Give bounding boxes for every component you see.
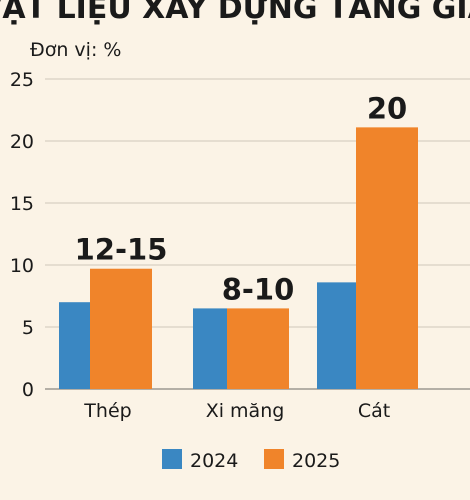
unit-label: Đơn vị: % [30, 39, 121, 61]
bar-2024 [193, 308, 227, 389]
y-tick-label: 15 [10, 193, 34, 215]
data-label: 8-10 [222, 272, 295, 306]
legend-label: 2024 [190, 450, 238, 472]
bar-2024 [59, 302, 90, 389]
y-tick-label: 5 [22, 317, 34, 339]
bar-2025 [90, 268, 152, 389]
y-tick-label: 25 [10, 69, 34, 91]
data-label: 20 [367, 91, 407, 125]
y-axis: 0 5 10 15 20 25 [10, 69, 34, 401]
legend-swatch [162, 449, 182, 469]
y-tick-label: 0 [22, 379, 34, 401]
chart-title: VẬT LIỆU XÂY DỰNG TĂNG GIÁ [0, 0, 470, 26]
data-labels: 12-15 8-10 20 [75, 91, 408, 306]
bar-2025 [227, 308, 289, 389]
bar-2025 [356, 127, 418, 390]
legend: 2024 2025 [162, 449, 340, 472]
data-label: 12-15 [75, 233, 168, 267]
x-tick-label: Xi măng [206, 400, 285, 422]
bar-2024 [317, 282, 356, 389]
y-tick-label: 20 [10, 131, 34, 153]
legend-swatch [264, 449, 284, 469]
bars [59, 127, 418, 390]
x-tick-label: Cát [358, 400, 390, 422]
x-tick-label: Thép [83, 400, 131, 422]
x-axis: Thép Xi măng Cát [83, 400, 390, 422]
y-tick-label: 10 [10, 255, 34, 277]
legend-label: 2025 [292, 450, 340, 472]
